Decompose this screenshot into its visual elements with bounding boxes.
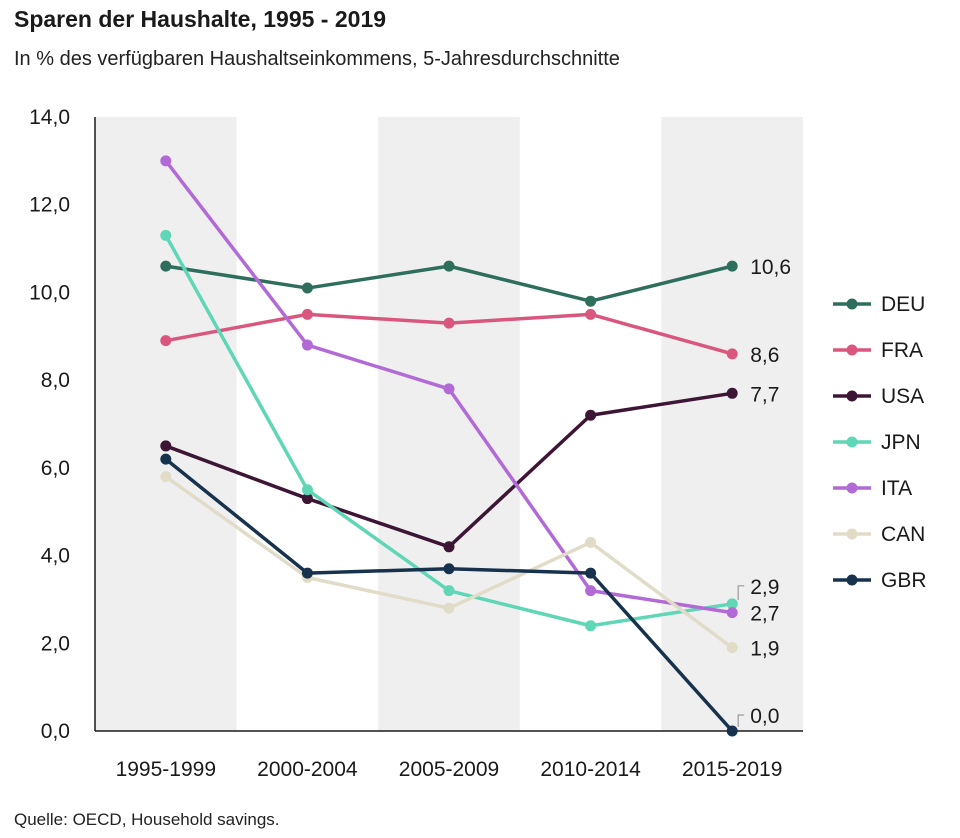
legend-label-deu: DEU xyxy=(881,293,925,316)
data-point-deu xyxy=(443,260,455,272)
data-point-fra xyxy=(301,308,313,320)
data-point-fra xyxy=(585,308,597,320)
legend-label-ita: ITA xyxy=(881,477,912,500)
y-tick-label: 14,0 xyxy=(29,106,70,129)
y-tick-label: 8,0 xyxy=(41,369,70,392)
data-point-usa xyxy=(301,493,313,505)
y-tick-label: 12,0 xyxy=(29,194,70,217)
y-tick-label: 10,0 xyxy=(29,281,70,304)
data-point-gbr xyxy=(726,725,738,737)
chart-title: Sparen der Haushalte, 1995 - 2019 xyxy=(14,6,387,32)
end-label-gbr: 0,0 xyxy=(750,705,779,728)
leader-line xyxy=(737,585,745,600)
data-point-gbr xyxy=(585,567,597,579)
shaded-band xyxy=(378,117,520,731)
legend-marker-fra xyxy=(846,344,858,356)
legend-label-fra: FRA xyxy=(881,339,923,362)
data-point-deu xyxy=(585,295,597,307)
data-point-gbr xyxy=(160,453,172,465)
legend-label-gbr: GBR xyxy=(881,569,927,592)
data-point-jpn xyxy=(726,598,738,610)
end-label-can: 1,9 xyxy=(750,638,779,661)
end-label-usa: 7,7 xyxy=(750,383,779,406)
data-point-jpn xyxy=(443,585,455,597)
data-point-jpn xyxy=(160,229,172,241)
data-point-ita xyxy=(443,383,455,395)
data-point-deu xyxy=(301,282,313,294)
y-tick-label: 0,0 xyxy=(41,720,70,743)
data-point-usa xyxy=(585,409,597,421)
data-point-jpn xyxy=(585,620,597,632)
y-tick-label: 4,0 xyxy=(41,545,70,568)
legend-marker-ita xyxy=(846,482,858,494)
x-tick-label: 2000-2004 xyxy=(257,758,358,781)
data-point-gbr xyxy=(301,567,313,579)
data-point-deu xyxy=(726,260,738,272)
data-point-usa xyxy=(443,541,455,553)
end-label-jpn: 2,9 xyxy=(750,576,779,599)
x-tick-label: 2010-2014 xyxy=(540,758,641,781)
x-tick-label: 1995-1999 xyxy=(116,758,216,781)
data-point-usa xyxy=(160,440,172,452)
data-point-ita xyxy=(160,155,172,167)
data-point-usa xyxy=(726,387,738,399)
chart-subtitle: In % des verfügbaren Haushaltseinkommens… xyxy=(14,48,620,70)
data-point-deu xyxy=(160,260,172,272)
data-point-can xyxy=(726,642,738,654)
data-point-fra xyxy=(443,317,455,329)
data-point-can xyxy=(585,536,597,548)
data-point-ita xyxy=(585,585,597,597)
x-tick-label: 2005-2009 xyxy=(399,758,499,781)
chart-source: Quelle: OECD, Household savings. xyxy=(14,810,280,829)
legend-marker-can xyxy=(846,528,858,540)
legend-label-can: CAN xyxy=(881,523,925,546)
data-point-ita xyxy=(301,339,313,351)
end-label-deu: 10,6 xyxy=(750,256,791,279)
y-tick-label: 2,0 xyxy=(41,632,70,655)
data-point-fra xyxy=(160,335,172,347)
data-point-jpn xyxy=(301,484,313,496)
legend-marker-deu xyxy=(846,298,858,310)
end-label-ita: 2,7 xyxy=(750,603,779,626)
data-point-can xyxy=(160,471,172,483)
legend-marker-jpn xyxy=(846,436,858,448)
y-tick-label: 6,0 xyxy=(41,457,70,480)
leader-line xyxy=(737,714,745,727)
data-point-can xyxy=(443,602,455,614)
legend-marker-usa xyxy=(846,390,858,402)
data-point-gbr xyxy=(443,563,455,575)
data-point-fra xyxy=(726,348,738,360)
shaded-band xyxy=(95,117,237,731)
data-point-ita xyxy=(726,607,738,619)
x-tick-label: 2015-2019 xyxy=(682,758,782,781)
legend-label-jpn: JPN xyxy=(881,431,921,454)
legend-marker-gbr xyxy=(846,574,858,586)
end-label-fra: 8,6 xyxy=(750,344,779,367)
legend-label-usa: USA xyxy=(881,385,924,408)
shaded-band xyxy=(661,117,803,731)
